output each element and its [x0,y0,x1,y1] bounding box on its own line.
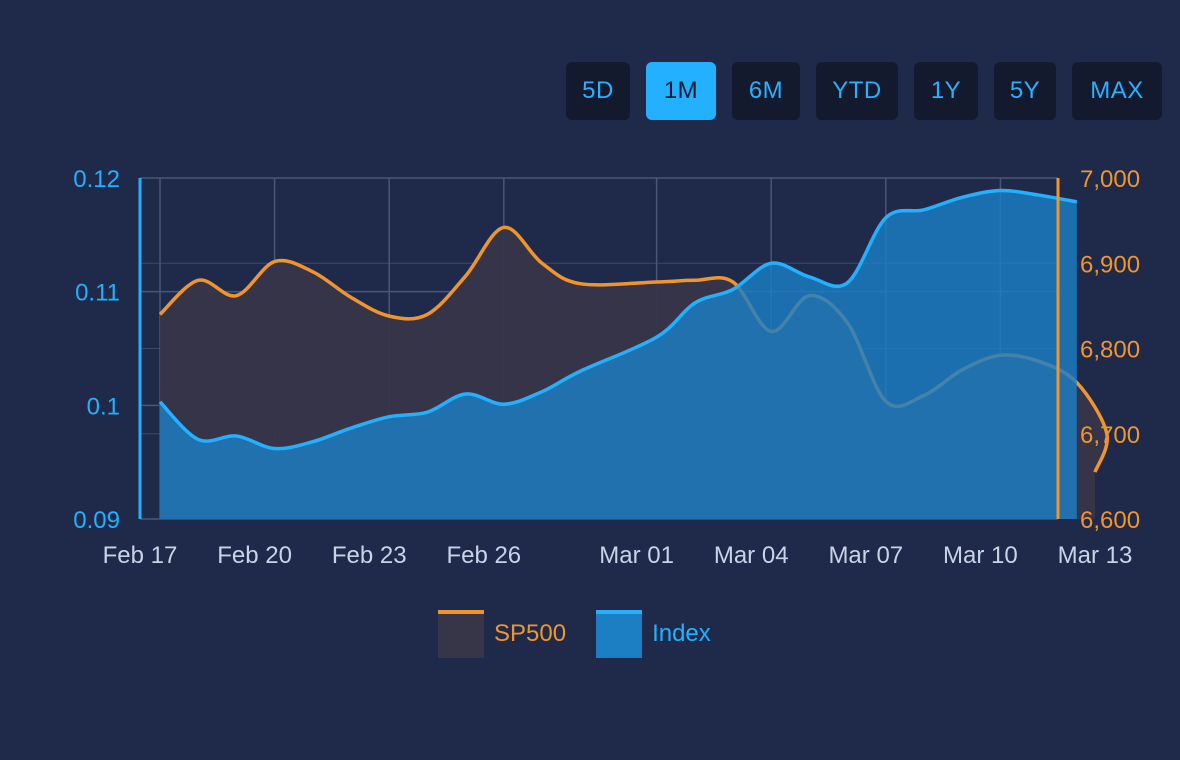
legend-label-sp500: SP500 [494,620,567,647]
x-tick-label: Feb 26 [446,542,521,569]
y-left-tick-label: 0.12 [73,166,120,193]
x-tick-label: Mar 01 [599,542,674,569]
y-right-tick-label: 7,000 [1080,166,1140,193]
time-range-selector: 5D 1M 6M YTD 1Y 5Y MAX [566,62,1162,120]
range-button-5d[interactable]: 5D [566,62,630,120]
range-button-5y[interactable]: 5Y [994,62,1056,120]
legend-item-index[interactable]: Index [596,610,711,658]
x-tick-label: Mar 10 [943,542,1018,569]
legend-swatch-index [596,610,643,658]
series-index [158,188,1078,519]
range-button-1y[interactable]: 1Y [914,62,978,120]
y-left-tick-label: 0.09 [73,507,120,534]
index-area [160,190,1077,519]
y-left-tick-label: 0.1 [87,393,120,420]
x-tick-label: Feb 20 [217,542,292,569]
legend-swatch-sp500 [438,610,484,658]
range-button-1m[interactable]: 1M [646,62,716,120]
y-right-tick-label: 6,800 [1080,337,1140,364]
y-right-tick-label: 6,900 [1080,251,1140,278]
range-button-ytd[interactable]: YTD [816,62,898,120]
x-tick-label: Feb 23 [332,542,407,569]
range-button-max[interactable]: MAX [1072,62,1162,120]
legend-item-sp500[interactable]: SP500 [438,610,566,658]
x-tick-label: Mar 13 [1058,542,1133,569]
y-left-tick-label: 0.11 [75,280,120,307]
legend-label-index: Index [652,620,711,647]
index-line [158,188,1078,451]
range-button-6m[interactable]: 6M [732,62,800,120]
y-right-tick-label: 6,600 [1080,507,1140,534]
x-tick-label: Mar 07 [828,542,903,569]
x-tick-label: Mar 04 [714,542,789,569]
x-tick-label: Feb 17 [103,542,178,569]
y-right-tick-label: 6,700 [1080,422,1140,449]
chart-legend: SP500 Index [438,610,711,658]
